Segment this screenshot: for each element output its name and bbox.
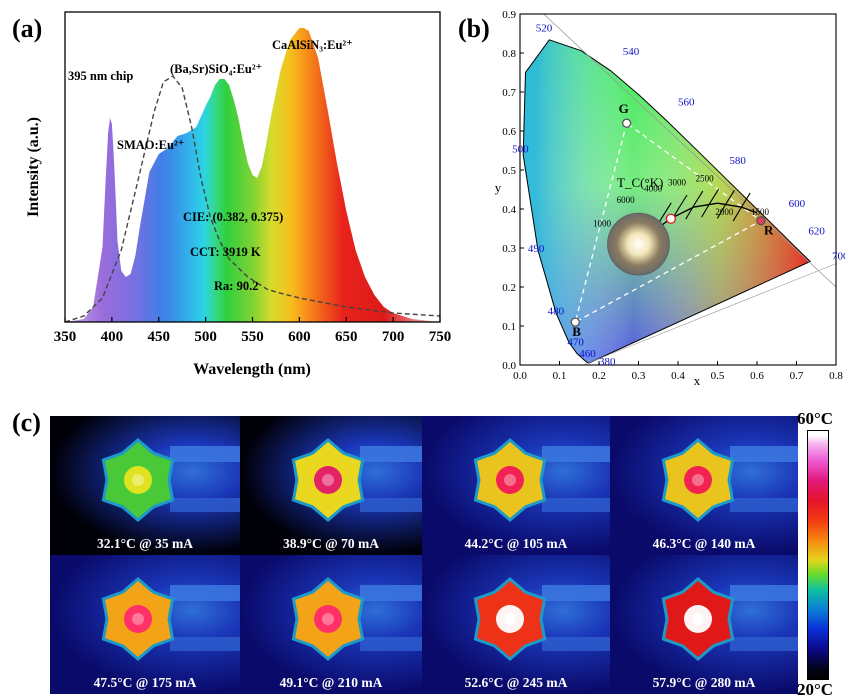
- panel-label-a: (a): [12, 14, 43, 43]
- x-tick-label-a: 350: [54, 329, 77, 345]
- annotation-cct: CCT: 3919 K: [190, 245, 261, 259]
- annotation-smao: SMAO:Eu²⁺: [117, 138, 184, 152]
- led-heat-image: [291, 577, 422, 661]
- thermal-tile: 32.1°C @ 35 mA: [50, 416, 240, 555]
- thermal-tile: 46.3°C @ 140 mA: [610, 416, 798, 555]
- wire-heat: [542, 498, 610, 512]
- x-tick-label-a: 650: [335, 329, 358, 345]
- colorbar-min-label: 20°C: [797, 680, 834, 699]
- hotspot: [124, 605, 152, 633]
- wire-heat: [360, 498, 422, 512]
- wire-heat: [360, 637, 422, 651]
- led-heat-image: [101, 577, 240, 661]
- hotspot: [314, 605, 342, 633]
- wire-heat: [170, 498, 240, 512]
- hotspot: [496, 466, 524, 494]
- x-axis-label-a: Wavelength (nm): [193, 361, 311, 378]
- thermal-caption: 46.3°C @ 140 mA: [652, 536, 756, 551]
- thermal-caption: 47.5°C @ 175 mA: [93, 675, 197, 690]
- wire-heat: [360, 446, 422, 462]
- hotspot-core: [322, 613, 334, 625]
- hotspot-core: [132, 613, 144, 625]
- wire-heat: [170, 637, 240, 651]
- thermal-caption: 32.1°C @ 35 mA: [97, 536, 193, 551]
- led-heat-image: [661, 438, 798, 522]
- thermal-caption: 38.9°C @ 70 mA: [283, 536, 379, 551]
- wire-heat: [542, 585, 610, 601]
- thermal-tile: 52.6°C @ 245 mA: [422, 555, 610, 694]
- wire-heat: [730, 585, 798, 601]
- thermal-tile: 57.9°C @ 280 mA: [610, 555, 798, 694]
- led-heat-image: [291, 438, 422, 522]
- x-tick-label-a: 600: [288, 329, 311, 345]
- annotation-chip: 395 nm chip: [68, 69, 133, 83]
- wire-heat: [730, 446, 798, 462]
- hotspot-core: [504, 613, 516, 625]
- thermal-caption: 57.9°C @ 280 mA: [652, 675, 756, 690]
- thermal-caption: 44.2°C @ 105 mA: [464, 536, 568, 551]
- panel-label-c: (c): [12, 408, 41, 437]
- annotation-basr: (Ba,Sr)SiO₄:Eu²⁺: [170, 62, 262, 76]
- annotation-ra: Ra: 90.2: [214, 279, 258, 293]
- wire-heat: [730, 498, 798, 512]
- led-heat-image: [473, 438, 610, 522]
- panel-label-b: (b): [458, 14, 490, 43]
- hotspot-core: [504, 474, 516, 486]
- excitation-dashed-line: [64, 75, 441, 323]
- x-tick-label-a: 500: [194, 329, 217, 345]
- hotspot-core: [692, 474, 704, 486]
- thermal-tile: 49.1°C @ 210 mA: [240, 555, 422, 694]
- wire-heat: [170, 585, 240, 601]
- emission-spectrum-area: [65, 28, 440, 322]
- colorbar-max-label: 60°C: [797, 409, 834, 428]
- thermal-tile: 38.9°C @ 70 mA: [240, 416, 422, 555]
- thermal-tile: 47.5°C @ 175 mA: [50, 555, 240, 694]
- hotspot-core: [322, 474, 334, 486]
- wire-heat: [170, 446, 240, 462]
- thermal-tile: 44.2°C @ 105 mA: [422, 416, 610, 555]
- x-tick-label-a: 450: [148, 329, 171, 345]
- hotspot-core: [692, 613, 704, 625]
- x-tick-label-a: 550: [241, 329, 264, 345]
- colorbar: [807, 430, 829, 680]
- y-axis-label-a: Intensity (a.u.): [25, 117, 42, 217]
- hotspot: [124, 466, 152, 494]
- hotspot-core: [132, 474, 144, 486]
- led-heat-image: [473, 577, 610, 661]
- hotspot: [684, 466, 712, 494]
- hotspot: [314, 466, 342, 494]
- annotation-cie: CIE: (0.382, 0.375): [183, 210, 283, 224]
- thermal-caption: 52.6°C @ 245 mA: [464, 675, 568, 690]
- led-heat-image: [101, 438, 240, 522]
- x-tick-label-a: 400: [101, 329, 124, 345]
- wire-heat: [730, 637, 798, 651]
- wire-heat: [542, 446, 610, 462]
- x-tick-label-a: 700: [382, 329, 405, 345]
- led-heat-image: [661, 577, 798, 661]
- thermal-caption: 49.1°C @ 210 mA: [279, 675, 383, 690]
- annotation-casn: CaAlSiN₃:Eu²⁺: [272, 38, 353, 52]
- x-tick-label-a: 750: [429, 329, 452, 345]
- wire-heat: [360, 585, 422, 601]
- wire-heat: [542, 637, 610, 651]
